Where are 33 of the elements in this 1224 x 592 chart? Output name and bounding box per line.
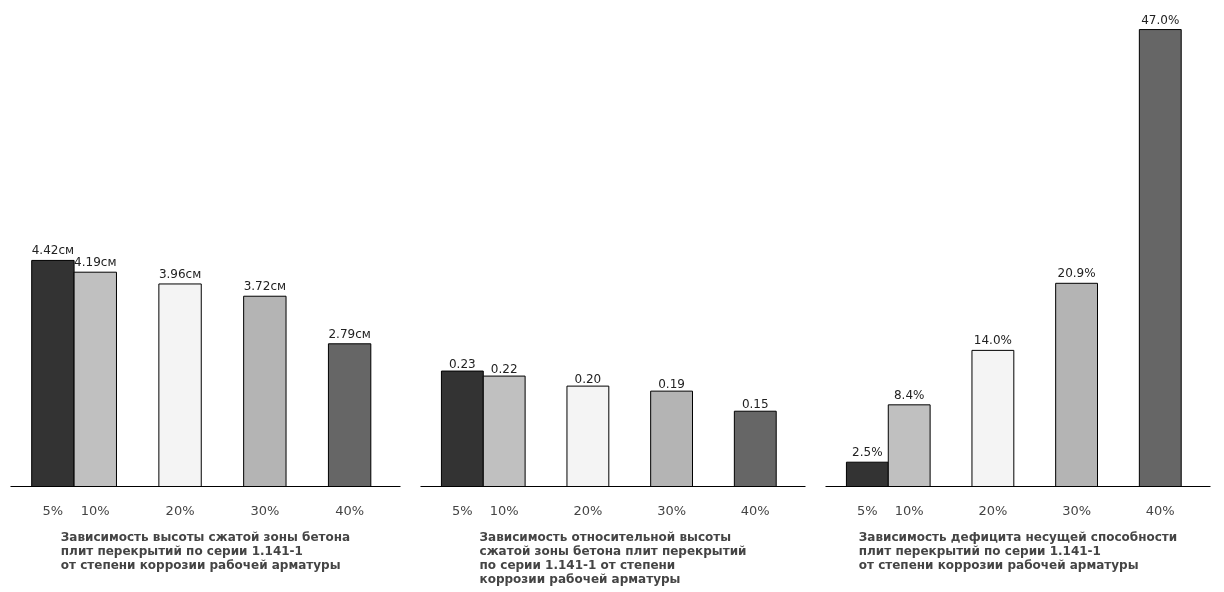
text: Зависимость относительной высоты сжатой зоны бетона плит перекрытий по серии 1.141-1 от степени коррозии рабочей арматуры bbox=[479, 529, 747, 586]
x-tick-label: 10% bbox=[489, 502, 519, 518]
data-label: 2.5% bbox=[852, 445, 883, 460]
data-label: 4.42см bbox=[31, 243, 75, 258]
data-label: 0.22 bbox=[490, 362, 518, 377]
x-tick-label: 40% bbox=[740, 502, 770, 518]
data-label: 3.96см bbox=[158, 266, 202, 281]
x-tick-label: 5% bbox=[42, 502, 64, 518]
x-tick-label: 40% bbox=[335, 502, 365, 518]
data-label: 3.72см bbox=[243, 279, 287, 294]
data-label: 2.79см bbox=[328, 326, 371, 341]
data-label: 20.9% bbox=[1057, 266, 1096, 281]
x-tick-label: 20% bbox=[978, 502, 1008, 518]
x-tick-label: 5% bbox=[452, 502, 473, 518]
x-tick-label: 30% bbox=[250, 502, 280, 518]
data-label: 14.0% bbox=[973, 333, 1012, 348]
x-tick-label: 40% bbox=[1145, 502, 1175, 518]
x-tick-label: 30% bbox=[1062, 502, 1092, 518]
data-label: 4.19см bbox=[74, 255, 117, 270]
data-label: 0.20 bbox=[574, 372, 602, 387]
text: Зависимость дефицита несущей способности плит перекрытий по серии 1.141-1 от степени коррозии рабочей арматуры bbox=[858, 529, 1178, 572]
x-tick-label: 10% bbox=[80, 502, 110, 518]
x-tick-label: 10% bbox=[894, 502, 924, 518]
x-tick-label: 5% bbox=[857, 502, 878, 518]
x-tick-label: 30% bbox=[657, 502, 687, 518]
data-label: 0.19 bbox=[658, 377, 685, 392]
text: Зависимость высоты сжатой зоны бетона плит перекрытий по серии 1.141-1 от степени коррозии рабочей арматуры bbox=[60, 529, 351, 572]
data-label: 8.4% bbox=[893, 387, 925, 402]
x-tick-label: 20% bbox=[573, 502, 603, 518]
x-tick-label: 20% bbox=[165, 502, 195, 518]
data-label: 47.0% bbox=[1141, 12, 1180, 27]
data-label: 0.15 bbox=[741, 397, 769, 412]
data-label: 0.23 bbox=[448, 357, 476, 372]
